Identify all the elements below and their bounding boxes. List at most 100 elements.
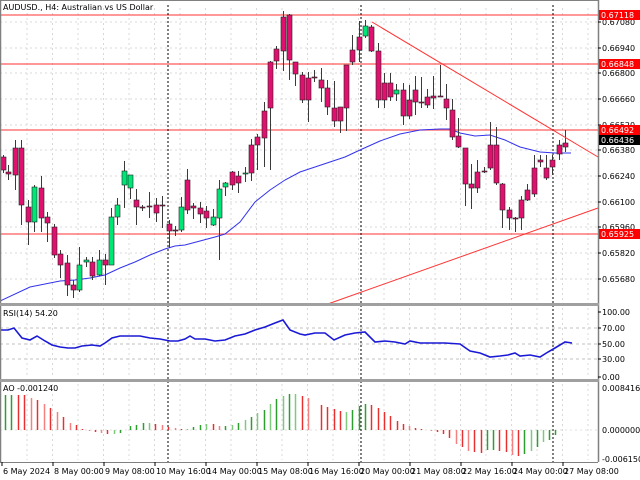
price-tick-label: 0.67080 bbox=[602, 18, 635, 27]
bear-candle bbox=[543, 167, 550, 179]
ma-line bbox=[0, 128, 571, 302]
bear-candle bbox=[462, 147, 469, 185]
bull-candle bbox=[242, 172, 249, 175]
rsi-tick-label: 70.00 bbox=[602, 324, 625, 333]
bear-candle bbox=[235, 175, 242, 184]
price-tick-label: 0.66100 bbox=[602, 198, 635, 207]
time-tick-label: 16 May 16:00 bbox=[309, 467, 364, 476]
bull-candle bbox=[31, 186, 38, 223]
ao-label: AO -0.001240 bbox=[3, 384, 59, 393]
bear-candle bbox=[468, 183, 475, 189]
bear-candle bbox=[166, 223, 173, 232]
bear-candle bbox=[556, 144, 563, 155]
bear-candle bbox=[146, 205, 153, 208]
trendline[interactable] bbox=[371, 21, 599, 158]
price-tick-label: 0.65680 bbox=[602, 275, 635, 284]
ao-tick-label: 0.008416 bbox=[602, 384, 640, 393]
price-tick-label: 0.66800 bbox=[602, 69, 635, 78]
bear-candle bbox=[51, 226, 58, 256]
bear-candle bbox=[197, 207, 204, 215]
bear-candle bbox=[487, 144, 494, 169]
bear-candle bbox=[153, 204, 160, 214]
bear-candle bbox=[273, 48, 280, 62]
bear-candle bbox=[406, 99, 413, 117]
bear-candle bbox=[424, 96, 431, 106]
bear-candle bbox=[455, 135, 462, 148]
bull-candle bbox=[210, 216, 217, 226]
bear-candle bbox=[311, 76, 318, 79]
bear-candle bbox=[254, 136, 261, 146]
bear-candle bbox=[506, 209, 513, 219]
rsi-label: RSI(14) 54.20 bbox=[3, 309, 58, 318]
price-tag-label: 0.65925 bbox=[601, 230, 634, 239]
time-tick-label: 8 May 00:00 bbox=[54, 467, 104, 476]
bear-candle bbox=[356, 36, 363, 51]
bear-candle bbox=[64, 262, 71, 286]
bear-candle bbox=[139, 206, 146, 209]
bear-candle bbox=[474, 171, 481, 189]
bear-candle bbox=[449, 109, 456, 138]
bear-candle bbox=[518, 199, 525, 219]
price-tick-label: 0.65960 bbox=[602, 223, 635, 232]
rsi-tick-label: 30.00 bbox=[602, 355, 625, 364]
bear-candle bbox=[159, 204, 166, 207]
rsi-line bbox=[0, 319, 573, 358]
bear-candle bbox=[499, 183, 506, 211]
bear-candle bbox=[331, 107, 338, 122]
bear-candle bbox=[102, 259, 109, 266]
bear-candle bbox=[318, 79, 325, 89]
bear-candle bbox=[562, 142, 569, 148]
bull-candle bbox=[127, 174, 134, 189]
rsi-panel bbox=[0, 319, 573, 358]
bear-candle bbox=[549, 159, 556, 168]
time-tick-label: 6 May 2024 bbox=[3, 467, 50, 476]
time-tick-label: 20 May 00:00 bbox=[360, 467, 415, 476]
price-tag-label: 0.66848 bbox=[601, 60, 634, 69]
time-tick-label: 21 May 08:00 bbox=[411, 467, 466, 476]
price-tick-label: 0.66380 bbox=[602, 146, 635, 155]
bear-candle bbox=[524, 189, 531, 201]
time-tick-label: 14 May 00:00 bbox=[207, 467, 262, 476]
price-tick-label: 0.66940 bbox=[602, 44, 635, 53]
bull-candle bbox=[108, 216, 115, 266]
bull-candle bbox=[121, 170, 128, 186]
bear-candle bbox=[537, 159, 544, 163]
moving-average-line bbox=[0, 128, 571, 302]
ao-tick-label: 0.000000 bbox=[602, 426, 640, 435]
rsi-tick-label: 100.00 bbox=[602, 308, 630, 317]
price-tag-label: 0.67118 bbox=[601, 11, 634, 20]
bear-candle bbox=[12, 147, 19, 176]
trendline[interactable] bbox=[324, 207, 599, 306]
bear-candle bbox=[299, 74, 306, 101]
panel-frames bbox=[0, 0, 600, 463]
price-tag bbox=[599, 10, 640, 20]
candlesticks bbox=[0, 11, 569, 298]
bear-candle bbox=[381, 82, 388, 101]
price-tag bbox=[599, 59, 640, 69]
bear-candle bbox=[375, 50, 382, 101]
horizontal-levels[interactable] bbox=[0, 14, 598, 235]
bear-candle bbox=[443, 98, 450, 109]
bear-candle bbox=[133, 199, 140, 208]
bear-candle bbox=[280, 16, 287, 52]
bear-candle bbox=[248, 144, 255, 174]
bear-candle bbox=[44, 216, 51, 224]
bull-candle bbox=[96, 259, 103, 276]
rsi-tick-label: 50.00 bbox=[602, 340, 625, 349]
bear-candle bbox=[493, 144, 500, 184]
trendlines[interactable] bbox=[324, 21, 599, 306]
grid bbox=[0, 8, 598, 460]
period-separators bbox=[167, 5, 554, 462]
bear-candle bbox=[387, 82, 394, 98]
bear-candle bbox=[89, 261, 96, 277]
ao-panel bbox=[4, 394, 557, 456]
price-tick-label: 0.66240 bbox=[602, 172, 635, 181]
time-tick-label: 15 May 08:00 bbox=[258, 467, 313, 476]
bull-candle bbox=[362, 25, 369, 37]
bear-candle bbox=[412, 89, 419, 103]
bear-candle bbox=[0, 156, 7, 171]
rsi-tick-label: 0.00 bbox=[602, 373, 620, 382]
bull-candle bbox=[222, 182, 229, 188]
